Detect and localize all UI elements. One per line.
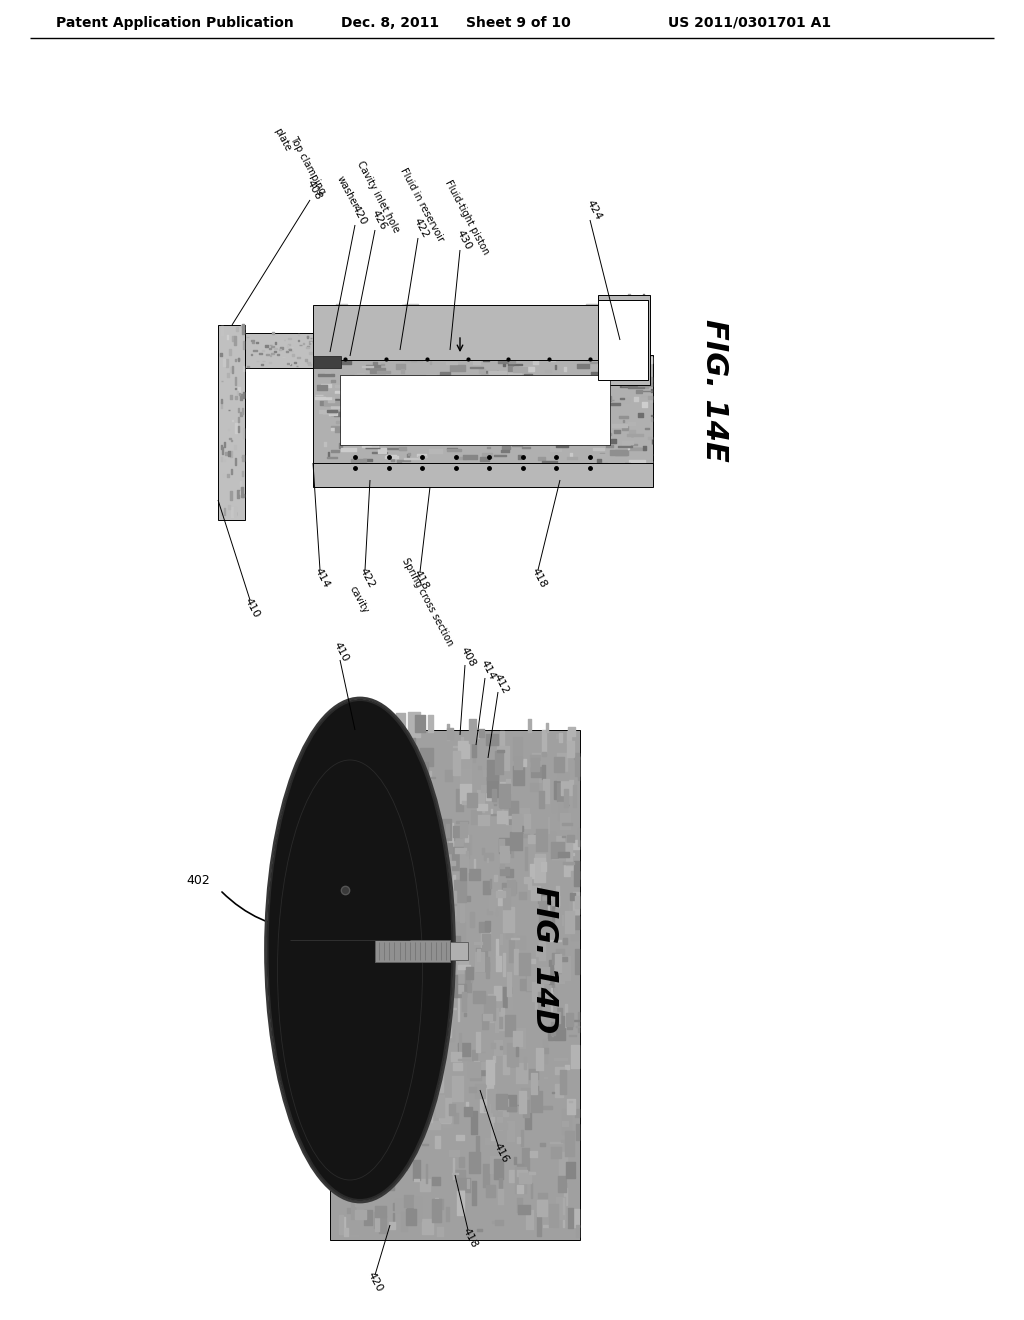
Text: FIG. 14D: FIG. 14D [530, 886, 559, 1034]
Text: 402: 402 [186, 874, 210, 887]
Text: 412: 412 [492, 672, 511, 696]
Text: Fluid in reservoir: Fluid in reservoir [398, 166, 445, 244]
Text: plate: plate [272, 127, 293, 153]
Text: 420: 420 [350, 203, 369, 227]
Polygon shape [375, 940, 450, 962]
Polygon shape [598, 294, 650, 385]
Text: 418: 418 [412, 569, 431, 591]
Text: 430: 430 [455, 228, 474, 252]
Polygon shape [313, 463, 653, 487]
Text: 416: 416 [492, 1142, 511, 1164]
Text: FIG. 14E: FIG. 14E [700, 318, 729, 462]
Polygon shape [313, 305, 598, 360]
Polygon shape [450, 942, 468, 960]
Polygon shape [245, 333, 313, 368]
Text: cavity: cavity [348, 585, 371, 615]
Polygon shape [340, 375, 610, 445]
Text: Cavity inlet hole: Cavity inlet hole [355, 160, 401, 235]
Polygon shape [313, 355, 653, 465]
Polygon shape [218, 325, 245, 520]
Text: 414: 414 [479, 659, 498, 681]
Text: Top clamping: Top clamping [288, 135, 327, 195]
Text: 408: 408 [305, 178, 324, 202]
Text: 420: 420 [366, 1270, 385, 1294]
Text: 424: 424 [585, 198, 604, 222]
Polygon shape [598, 300, 648, 380]
Text: Sheet 9 of 10: Sheet 9 of 10 [466, 16, 570, 30]
Text: Spring cross section: Spring cross section [400, 556, 455, 648]
Text: Dec. 8, 2011: Dec. 8, 2011 [341, 16, 439, 30]
Text: US 2011/0301701 A1: US 2011/0301701 A1 [669, 16, 831, 30]
Text: 418: 418 [530, 566, 549, 590]
Ellipse shape [267, 700, 453, 1200]
Text: 414: 414 [313, 566, 332, 590]
Polygon shape [598, 300, 648, 380]
Text: 422: 422 [358, 566, 377, 590]
Polygon shape [313, 356, 341, 368]
Polygon shape [330, 730, 580, 1239]
Text: 410: 410 [332, 640, 351, 664]
Text: 418: 418 [461, 1226, 480, 1250]
Text: washer: washer [335, 174, 360, 210]
Text: 410: 410 [243, 597, 262, 619]
Text: 408: 408 [459, 645, 478, 669]
Text: 422: 422 [412, 216, 431, 240]
Text: 426: 426 [370, 209, 389, 232]
Text: Fluid-tight piston: Fluid-tight piston [443, 178, 490, 256]
Text: Patent Application Publication: Patent Application Publication [56, 16, 294, 30]
